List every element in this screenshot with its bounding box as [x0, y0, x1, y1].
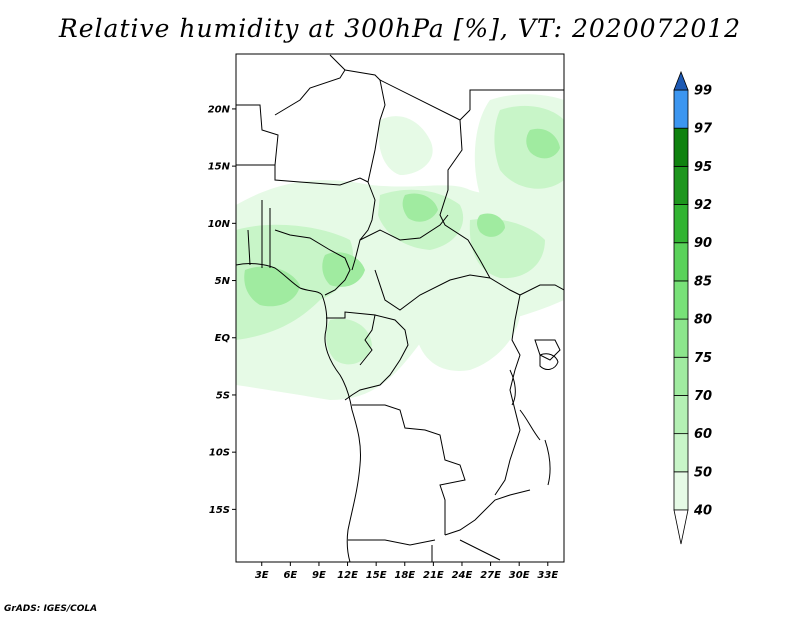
- border-zambia: [444, 489, 531, 536]
- border-niger-algeria: [274, 165, 369, 186]
- humidity-shading-high-sudan: [526, 128, 560, 159]
- colorbar-segment: [673, 204, 689, 244]
- lat-tick-label: 5N: [215, 276, 231, 287]
- lat-tick-label: EQ: [215, 333, 231, 344]
- humidity-shading-light-center: [413, 278, 521, 371]
- border-nigeria: [274, 229, 351, 296]
- colorbar-label: 90: [694, 236, 712, 251]
- border-chad-south: [351, 181, 376, 271]
- colorbar-top-extension: [673, 70, 689, 91]
- lake-victoria: [539, 353, 559, 370]
- colorbar-label: 75: [694, 351, 712, 366]
- lon-tick-label: 6E: [283, 570, 297, 581]
- latitude-axis: 20N 15N 10N 5N EQ 5S 10S 15S: [208, 104, 236, 516]
- colorbar: 40 50 60 70 75 80 85 90 92 95 97 99: [673, 70, 713, 545]
- colorbar-segment: [673, 356, 689, 396]
- colorbar-label: 95: [694, 160, 712, 175]
- lat-tick-label: 20N: [208, 104, 231, 115]
- border-southeast: [431, 539, 501, 562]
- border-libya: [274, 54, 346, 116]
- border-north-1: [236, 104, 279, 166]
- colorbar-label: 60: [694, 427, 712, 442]
- border-congo-drc: [344, 314, 409, 401]
- coastline-west-africa: [236, 263, 361, 562]
- lat-tick-label: 15N: [208, 162, 231, 173]
- colorbar-segment: [673, 127, 689, 167]
- lat-tick-label: 10N: [208, 219, 231, 230]
- colorbar-segment: [673, 242, 689, 282]
- borders: [236, 54, 564, 562]
- border-angola-south: [348, 539, 436, 546]
- lon-tick-label: 21E: [423, 570, 444, 581]
- lat-tick-label: 15S: [209, 505, 230, 516]
- lon-tick-label: 3E: [255, 570, 269, 581]
- border-egypt: [379, 79, 471, 121]
- colorbar-label: 70: [694, 389, 712, 404]
- lon-tick-label: 33E: [537, 570, 558, 581]
- lon-tick-label: 12E: [337, 570, 358, 581]
- colorbar-label: 50: [694, 465, 712, 480]
- lon-tick-label: 18E: [394, 570, 415, 581]
- humidity-shading-mid-basin: [326, 318, 372, 365]
- colorbar-segment: [673, 395, 689, 435]
- colorbar-segment: [673, 280, 689, 320]
- border-car-south: [374, 269, 521, 311]
- border-benin-togo: [247, 200, 271, 268]
- colorbar-segment: [673, 471, 689, 511]
- colorbar-label: 80: [694, 313, 712, 328]
- humidity-shading-high-sahel: [402, 193, 438, 222]
- longitude-axis: 3E 6E 9E 12E 15E 18E 21E 24E 27E 30E 33E: [255, 562, 558, 581]
- border-sudan-chad: [439, 119, 491, 279]
- lon-tick-label: 27E: [480, 570, 501, 581]
- humidity-shading-light-north: [378, 116, 433, 175]
- border-drc-east: [494, 294, 521, 496]
- lat-tick-label: 5S: [216, 390, 230, 401]
- colorbar-segment: [673, 433, 689, 473]
- lon-tick-label: 15E: [366, 570, 387, 581]
- humidity-field: [236, 94, 564, 400]
- colorbar-label: 97: [694, 122, 713, 137]
- border-car: [359, 214, 449, 241]
- border-east-sudan: [519, 284, 564, 296]
- colorbar-segment: [673, 318, 689, 358]
- map-title: Relative humidity at 300hPa [%], VT: 202…: [58, 14, 742, 43]
- border-angola: [352, 404, 466, 535]
- colorbar-bottom-extension: [673, 509, 689, 545]
- lon-tick-label: 24E: [452, 570, 473, 581]
- colorbar-label: 85: [694, 274, 712, 289]
- border-libya-chad: [344, 69, 386, 183]
- colorbar-label: 92: [694, 198, 712, 213]
- lat-tick-label: 10S: [209, 448, 230, 459]
- colorbar-segment: [673, 165, 689, 205]
- coastline-east-africa: [469, 89, 564, 110]
- humidity-shading-high-chad: [477, 213, 505, 237]
- colorbar-label: 99: [694, 84, 712, 99]
- map-frame: [235, 53, 565, 563]
- colorbar-segment: [673, 89, 689, 129]
- lakes-east: [509, 339, 561, 486]
- grads-credit: GrADS: IGES/COLA: [4, 604, 98, 614]
- colorbar-label: 40: [693, 504, 712, 519]
- lon-tick-label: 9E: [312, 570, 326, 581]
- lon-tick-label: 30E: [509, 570, 530, 581]
- border-cameroon-gabon: [326, 311, 376, 366]
